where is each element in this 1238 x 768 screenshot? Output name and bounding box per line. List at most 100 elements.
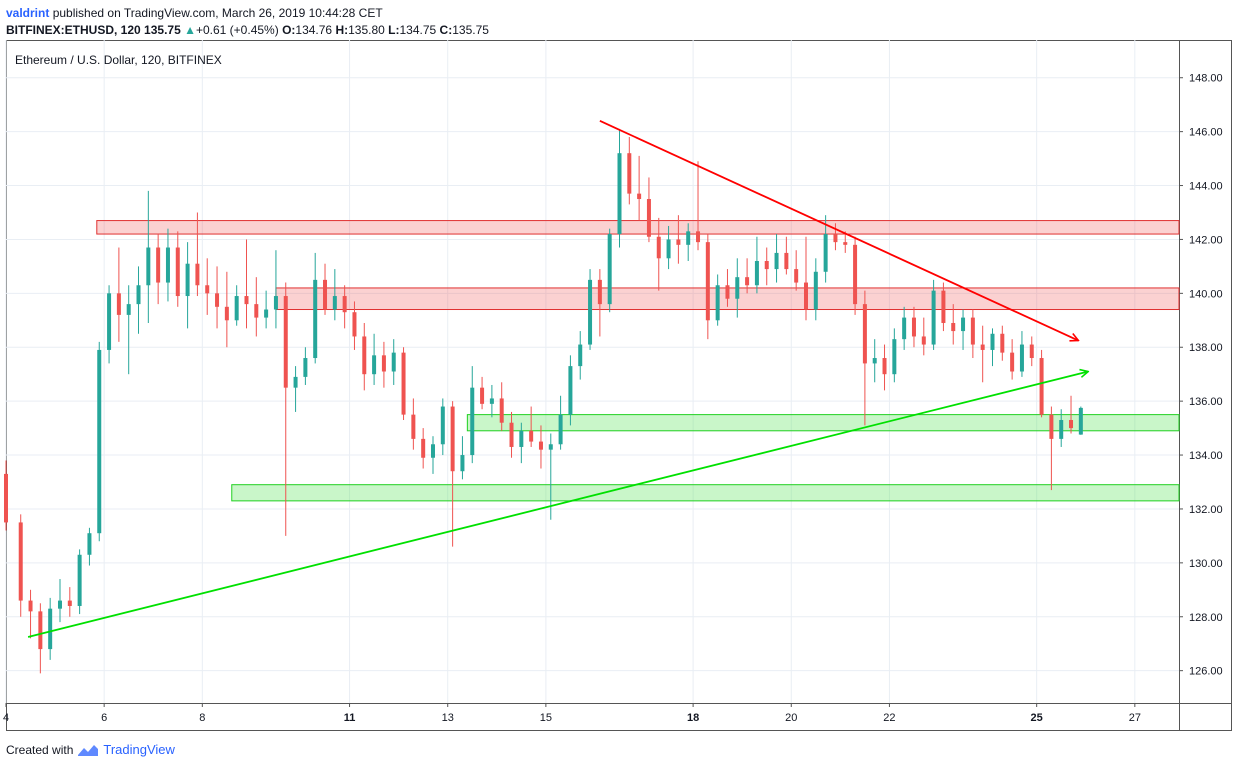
candle-down xyxy=(794,269,799,283)
candle-down xyxy=(362,336,367,375)
candle-up xyxy=(774,252,779,270)
y-tick-label: 140.00 xyxy=(1189,288,1223,300)
candle-up xyxy=(87,533,92,555)
candle-down xyxy=(529,430,534,442)
y-tick-label: 136.00 xyxy=(1189,396,1223,408)
candle-up xyxy=(489,398,494,404)
candle-down xyxy=(833,234,838,243)
y-tick-label: 138.00 xyxy=(1189,342,1223,354)
x-tick-label: 15 xyxy=(540,712,552,724)
x-tick-label: 11 xyxy=(344,712,356,724)
candle-down xyxy=(411,414,416,439)
tradingview-brand[interactable]: TradingView xyxy=(103,742,175,757)
y-tick-label: 126.00 xyxy=(1189,666,1223,678)
candle-down xyxy=(480,387,485,404)
candle-down xyxy=(627,153,632,194)
last-price: 135.75 xyxy=(144,23,181,37)
candle-up xyxy=(754,261,759,286)
candle-up xyxy=(303,358,308,377)
candle-up xyxy=(234,296,239,321)
candle-up xyxy=(961,317,966,332)
candle-up xyxy=(558,414,563,445)
ohlc-bar: BITFINEX:ETHUSD, 120 135.75 ▲+0.61 (+0.4… xyxy=(6,23,489,37)
candle-down xyxy=(1000,333,1005,353)
candle-down xyxy=(597,279,602,305)
candle-down xyxy=(215,293,220,307)
y-tick-label: 128.00 xyxy=(1189,612,1223,624)
close-value: 135.75 xyxy=(452,23,489,37)
candle-up xyxy=(165,247,170,283)
high-label: H: xyxy=(335,23,349,37)
candle-down xyxy=(38,611,43,650)
candle-down xyxy=(421,438,426,458)
candle-down xyxy=(980,344,985,350)
candle-up xyxy=(372,355,377,375)
candle-down xyxy=(283,296,288,388)
candle-down xyxy=(970,317,975,345)
low-label: L: xyxy=(388,23,400,37)
candle-down xyxy=(951,322,956,332)
candle-up xyxy=(440,406,445,445)
candle-down xyxy=(28,600,33,612)
grid xyxy=(5,40,1179,703)
candle-up xyxy=(273,296,278,310)
open-value: 134.76 xyxy=(295,23,333,37)
candle-down xyxy=(656,236,661,259)
candle-up xyxy=(990,333,995,350)
candle-up xyxy=(107,293,112,350)
candles xyxy=(4,128,1083,674)
candle-down xyxy=(784,252,789,270)
candle-up xyxy=(931,290,936,345)
candle-down xyxy=(244,296,249,305)
open-label: O: xyxy=(282,23,296,37)
candle-down xyxy=(1010,352,1015,372)
candle-down xyxy=(1049,414,1054,439)
candle-down xyxy=(941,290,946,323)
candle-down xyxy=(1039,358,1044,415)
candle-down xyxy=(911,317,916,337)
candle-up xyxy=(617,153,622,235)
candle-up xyxy=(588,279,593,345)
candle-down xyxy=(450,406,455,472)
tradingview-logo-icon xyxy=(78,744,99,756)
y-tick-label: 148.00 xyxy=(1189,73,1223,85)
candle-up xyxy=(391,352,396,372)
candle-up xyxy=(470,387,475,456)
candle-up xyxy=(136,285,141,305)
candle-up xyxy=(57,600,62,609)
candle-up xyxy=(430,444,435,458)
candle-up xyxy=(97,349,102,534)
published-text: published on TradingView.com, March 26, … xyxy=(52,6,383,20)
candle-up xyxy=(735,277,740,299)
candle-down xyxy=(843,242,848,245)
chart-title: Ethereum / U.S. Dollar, 120, BITFINEX xyxy=(15,53,222,67)
candle-down xyxy=(195,263,200,286)
author-link[interactable]: valdrint xyxy=(6,6,50,20)
candle-up xyxy=(332,296,337,310)
candle-up xyxy=(264,309,269,318)
candle-down xyxy=(67,600,72,606)
candle-down xyxy=(646,199,651,237)
candle-down xyxy=(224,306,229,321)
x-tick-label: 18 xyxy=(687,712,699,724)
created-with-label: Created with xyxy=(6,742,74,757)
candle-up xyxy=(519,430,524,447)
candle-down xyxy=(676,239,681,245)
candle-down xyxy=(254,304,259,318)
resistance-zone xyxy=(96,220,1180,235)
candle-up xyxy=(1019,344,1024,372)
price-axis[interactable]: 148.00 146.00 144.00 142.00 140.00 138.00 136.… xyxy=(1179,73,1223,678)
candle-up xyxy=(902,317,907,340)
candle-down xyxy=(323,279,328,310)
candle-down xyxy=(381,355,386,372)
x-tick-label: 6 xyxy=(101,712,107,724)
price-chart[interactable]: 148.00 146.00 144.00 142.00 140.00 138.00 136.… xyxy=(0,0,1238,740)
candle-up xyxy=(813,271,818,310)
candle-down xyxy=(4,473,8,523)
candle-up xyxy=(823,234,828,272)
y-tick-label: 132.00 xyxy=(1189,504,1223,516)
time-axis[interactable]: 4 6 8 11 13 15 18 20 22 25 27 xyxy=(3,703,1141,724)
candle-down xyxy=(156,247,161,283)
y-tick-label: 130.00 xyxy=(1189,558,1223,570)
candle-down xyxy=(175,247,180,297)
